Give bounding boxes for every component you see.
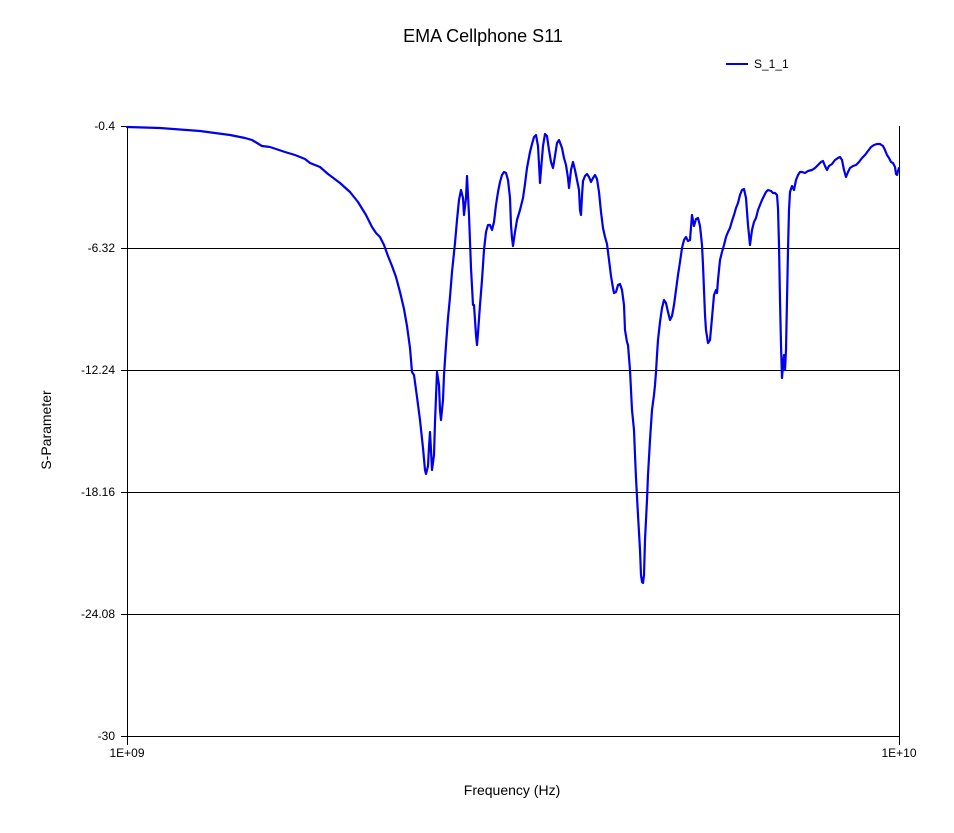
y-tick-label: -24.08 — [81, 607, 115, 621]
y-tick-label: -0.4 — [94, 119, 115, 133]
x-tick-labels: 1E+09 1E+10 — [109, 746, 916, 760]
y-tick-labels: -0.4 -6.32 -12.24 -18.16 -24.08 -30 — [81, 119, 115, 743]
y-tick-label: -30 — [98, 729, 116, 743]
gridlines — [121, 126, 900, 745]
legend-label-s11: S_1_1 — [754, 57, 789, 71]
y-tick-label: -12.24 — [81, 363, 115, 377]
chart-title: EMA Cellphone S11 — [0, 26, 954, 47]
x-axis-label: Frequency (Hz) — [0, 782, 954, 798]
x-tick-label-max: 1E+10 — [881, 746, 916, 760]
legend-swatch-s11 — [726, 63, 748, 65]
x-axis-label-text: Frequency (Hz) — [463, 782, 561, 798]
y-tick-label: -6.32 — [88, 241, 116, 255]
y-tick-label: -18.16 — [81, 485, 115, 499]
series-line-s11 — [125, 125, 901, 585]
chart-title-text: EMA Cellphone S11 — [403, 26, 563, 46]
x-tick-label-min: 1E+09 — [109, 746, 144, 760]
legend: S_1_1 — [726, 57, 789, 71]
